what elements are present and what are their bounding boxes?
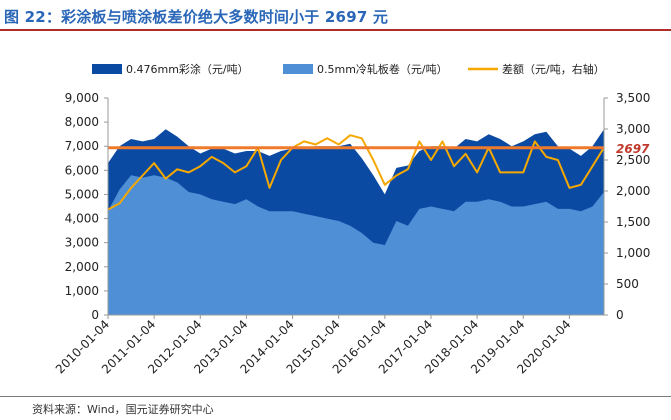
y-right-tick-label: 500 [616,277,639,291]
y-left-tick-label: 1,000 [65,284,99,298]
legend-swatch-color-coated [92,64,122,74]
y-left-tick-label: 2,000 [65,260,99,274]
y-left-tick-label: 8,000 [65,115,99,129]
legend-label-spread: 差额（元/吨，右轴） [502,62,605,76]
series-line-spread [107,134,605,211]
y-right-tick-label: 1,500 [616,215,650,229]
y-right-tick-label: 2,000 [616,184,650,198]
chart: 2697 0 1,000 2,000 3,000 4,000 5,000 6,000 7,000… [53,62,650,376]
y-right-tick-label: 0 [616,308,624,322]
source-divider [0,396,671,397]
y-left-tick-label: 3,000 [65,236,99,250]
source-note: 资料来源：Wind，国元证券研究中心 [32,403,214,416]
y-right-tick-label: 2,500 [616,153,650,167]
y-right-tick-label: 3,500 [616,91,650,105]
reference-label: 2697 [616,142,650,156]
legend-label-color-coated: 0.476mm彩涂（元/吨） [126,62,249,76]
chart-title: 图 22：彩涂板与喷涂板差价绝大多数时间小于 2697 元 [4,8,389,26]
y-left-tick-label: 6,000 [65,163,99,177]
y-left-tick-label: 4,000 [65,212,99,226]
legend-label-cold-rolled: 0.5mm冷轧板卷（元/吨） [317,62,448,76]
y-left-tick-label: 0 [91,308,99,322]
y-left-tick-label: 7,000 [65,139,99,153]
y-right-tick-label: 1,000 [616,246,650,260]
y-left-tick-label: 5,000 [65,187,99,201]
y-left-tick-label: 9,000 [65,91,99,105]
series-area-cold-rolled [108,175,604,315]
y-right-tick-label: 3,000 [616,122,650,136]
legend-swatch-cold-rolled [283,64,313,74]
title-underline [0,29,671,31]
